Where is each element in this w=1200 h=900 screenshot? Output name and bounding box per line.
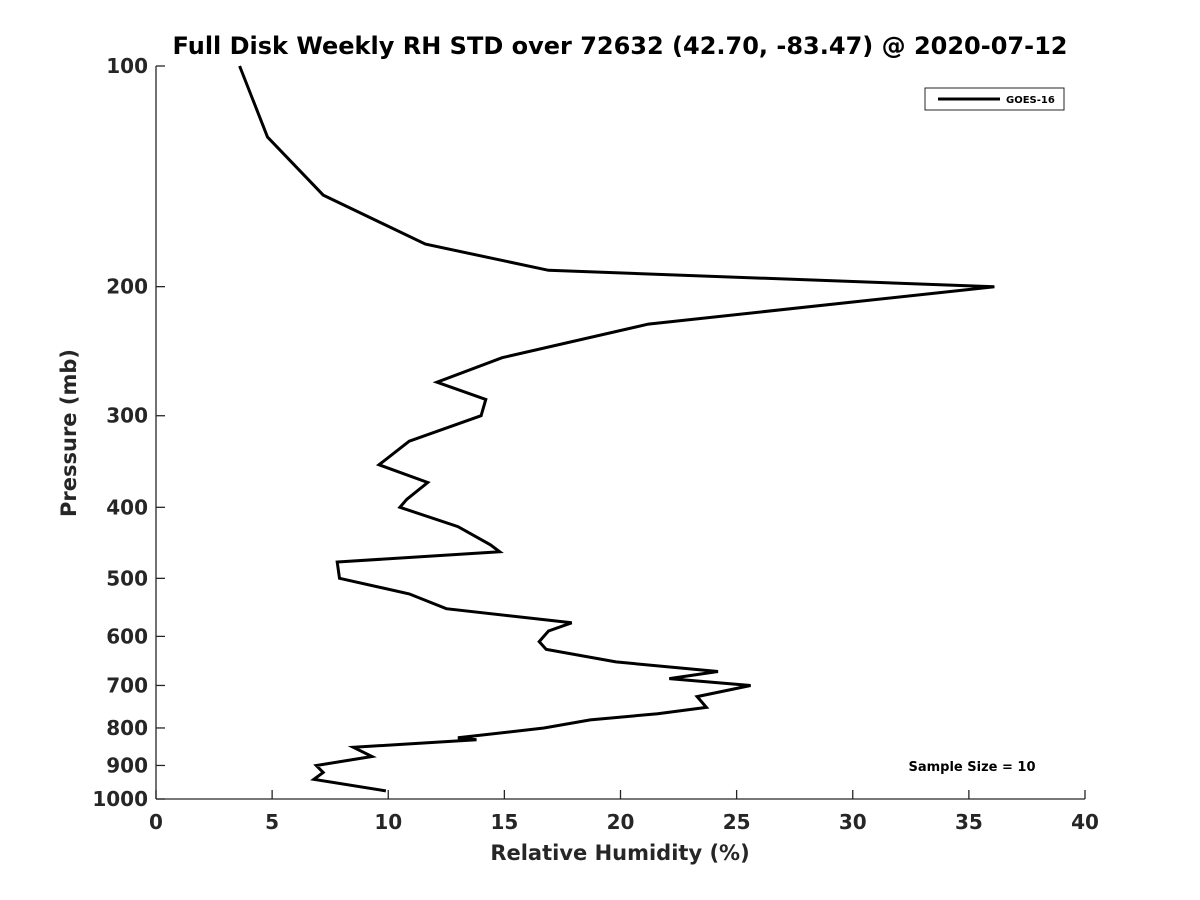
series-line-goes16	[238, 65, 995, 793]
y-tick-label: 500	[106, 566, 148, 590]
y-tick-label: 600	[106, 624, 148, 648]
sample-size-annotation: Sample Size = 10	[908, 760, 1035, 775]
x-tick-label: 0	[149, 810, 163, 834]
x-tick-label: 10	[374, 810, 402, 834]
x-tick-label: 25	[723, 810, 751, 834]
legend: GOES-16	[924, 87, 1065, 111]
y-tick-label: 900	[106, 753, 148, 777]
y-tick-label: 300	[106, 404, 148, 428]
y-tick-label: 100	[106, 54, 148, 78]
y-tick-label: 400	[106, 495, 148, 519]
y-tick-label: 800	[106, 716, 148, 740]
x-axis-label: Relative Humidity (%)	[490, 841, 749, 865]
chart-title: Full Disk Weekly RH STD over 72632 (42.7…	[173, 32, 1068, 60]
x-tick-label: 40	[1071, 810, 1099, 834]
x-tick-label: 20	[607, 810, 635, 834]
y-tick-label: 1000	[92, 787, 148, 811]
x-tick-label: 5	[265, 810, 279, 834]
series-layer	[238, 65, 995, 793]
y-axis-ticks: 100 200 300 400 500 600 700 800 900 1000	[92, 54, 165, 811]
x-tick-label: 30	[839, 810, 867, 834]
plot-area	[155, 66, 1085, 800]
x-tick-label: 35	[955, 810, 983, 834]
y-tick-label: 200	[106, 275, 148, 299]
x-axis-ticks: 0 5 10 15 20 25 30 35 40	[149, 790, 1099, 834]
y-axis-label: Pressure (mb)	[57, 349, 81, 517]
x-tick-label: 15	[490, 810, 518, 834]
legend-label-goes16: GOES-16	[1006, 95, 1055, 106]
y-tick-label: 700	[106, 673, 148, 697]
